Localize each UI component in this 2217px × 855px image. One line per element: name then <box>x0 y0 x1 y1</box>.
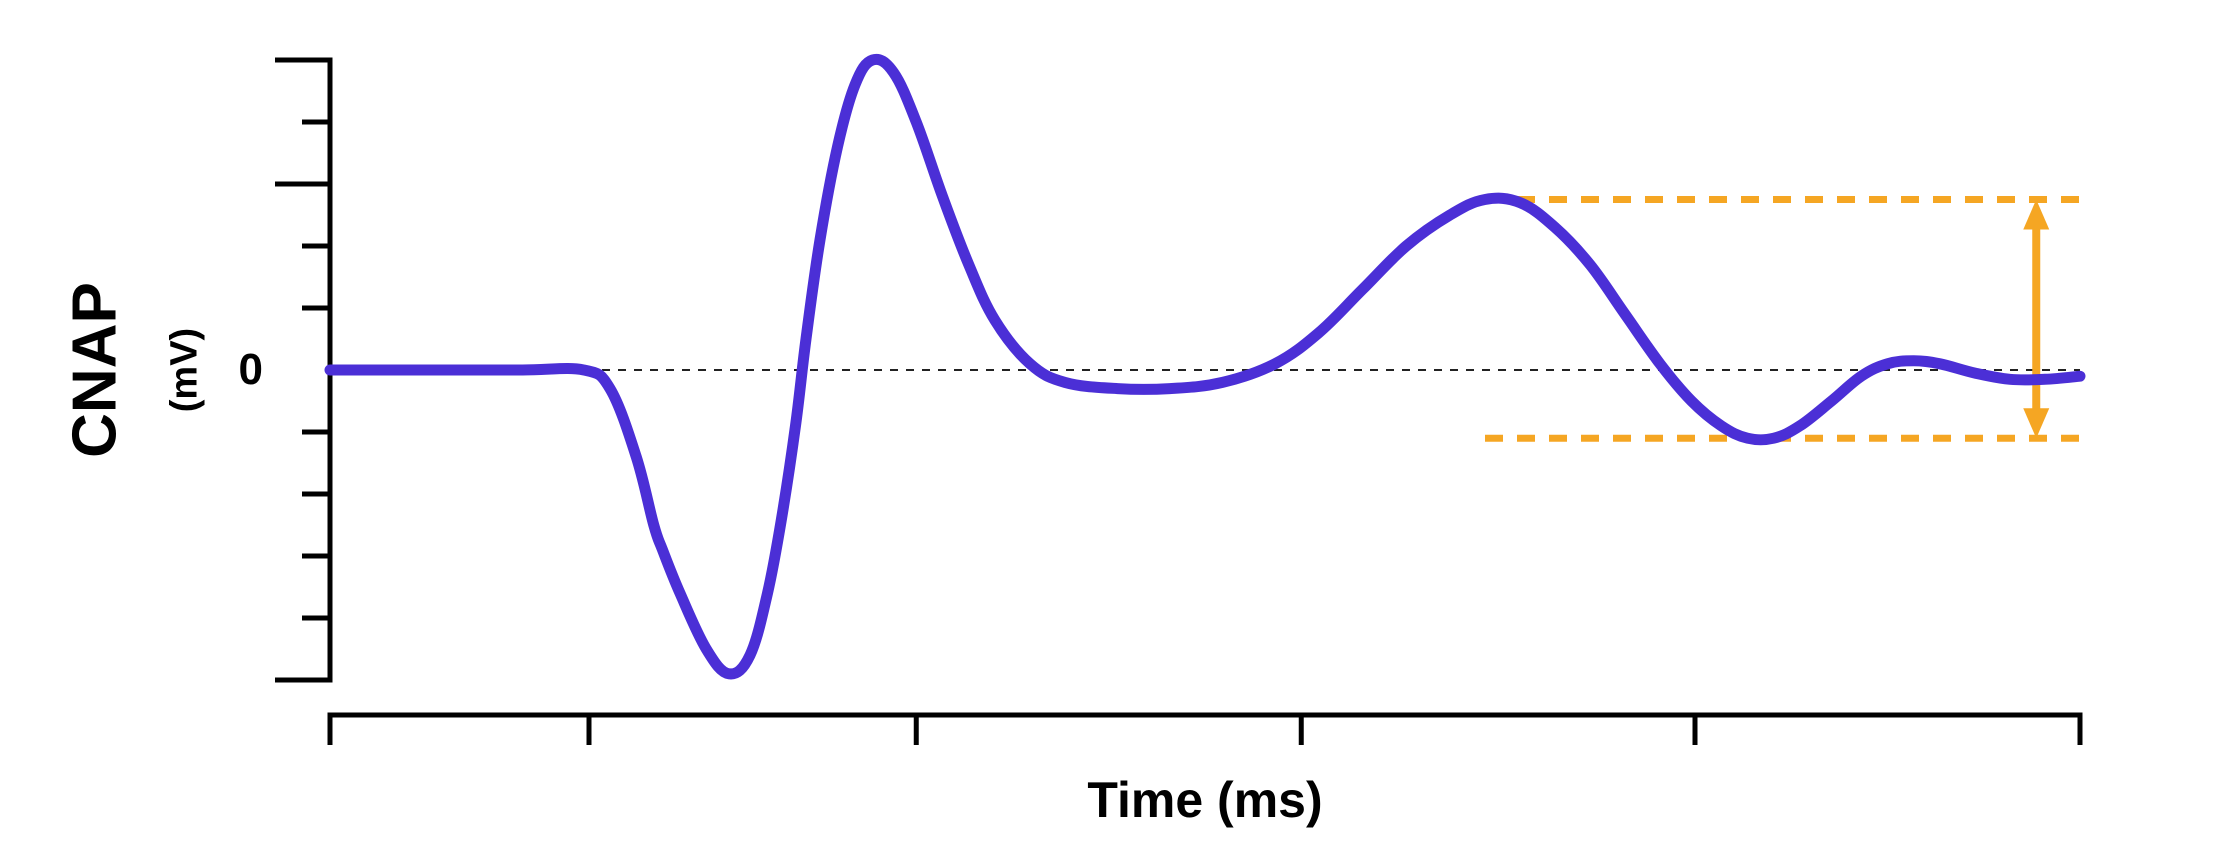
chart-stage: CNAP (mV) 0 Time (ms) <box>0 0 2217 855</box>
x-axis-title: Time (ms) <box>1087 771 1322 829</box>
y-axis-title: CNAP <box>60 282 131 458</box>
chart-svg <box>0 0 2217 855</box>
y-axis-zero-label: 0 <box>239 345 263 395</box>
y-axis-unit: (mV) <box>164 328 207 412</box>
